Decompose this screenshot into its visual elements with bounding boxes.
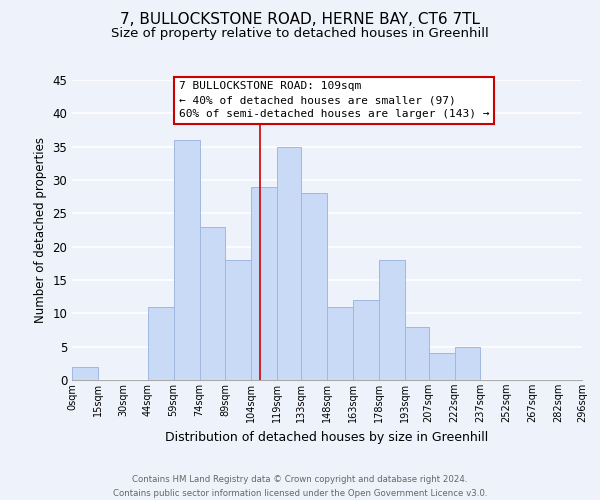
Bar: [251, 186, 277, 380]
Bar: [277, 146, 301, 380]
Bar: [199, 226, 226, 380]
Y-axis label: Number of detached properties: Number of detached properties: [34, 137, 47, 323]
Text: Size of property relative to detached houses in Greenhill: Size of property relative to detached ho…: [111, 28, 489, 40]
Bar: [379, 260, 404, 380]
Bar: [428, 354, 455, 380]
Bar: [173, 140, 199, 380]
Text: 7, BULLOCKSTONE ROAD, HERNE BAY, CT6 7TL: 7, BULLOCKSTONE ROAD, HERNE BAY, CT6 7TL: [120, 12, 480, 28]
Bar: [72, 366, 98, 380]
Bar: [148, 306, 173, 380]
Text: Contains HM Land Registry data © Crown copyright and database right 2024.
Contai: Contains HM Land Registry data © Crown c…: [113, 476, 487, 498]
Bar: [404, 326, 428, 380]
Text: 7 BULLOCKSTONE ROAD: 109sqm
← 40% of detached houses are smaller (97)
60% of sem: 7 BULLOCKSTONE ROAD: 109sqm ← 40% of det…: [179, 82, 490, 120]
X-axis label: Distribution of detached houses by size in Greenhill: Distribution of detached houses by size …: [166, 430, 488, 444]
Bar: [226, 260, 251, 380]
Bar: [301, 194, 327, 380]
Bar: [327, 306, 353, 380]
Bar: [353, 300, 379, 380]
Bar: [455, 346, 481, 380]
